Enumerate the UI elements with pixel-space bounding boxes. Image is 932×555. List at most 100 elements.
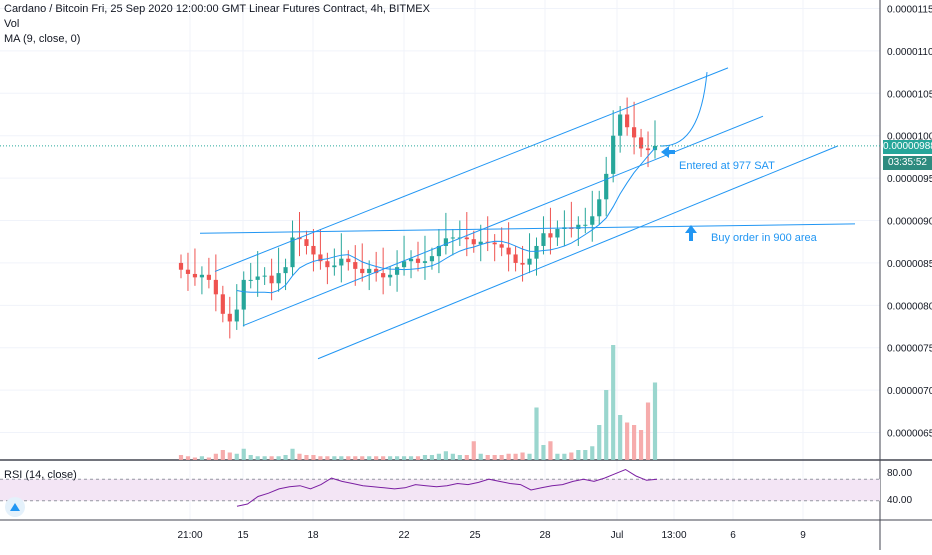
volume-bar [178,455,184,460]
candle-body [464,237,469,240]
candle-body [332,265,337,268]
candle-body [206,274,211,280]
candle-body [339,258,344,266]
y-tick-label: 0.00000650 [887,429,932,440]
volume-bar [631,425,637,460]
volume-bar [541,445,546,460]
volume-bar [604,390,609,460]
volume-bar [576,450,581,460]
x-tick-label: 9 [800,530,806,541]
candle-body [367,268,372,274]
volume-bar [346,456,351,460]
volume-bar [618,415,623,460]
rsi-tick-40: 40.00 [887,495,912,506]
candle-body [450,237,455,239]
volume-bar [367,456,372,460]
x-tick-label: 15 [237,530,249,541]
x-tick-label: 21:00 [177,530,202,541]
volume-bar [611,345,616,460]
candle-body [241,279,246,310]
volume-bar [590,446,595,460]
x-tick-label: Jul [611,530,624,541]
candle-body [429,256,435,262]
candle-body [618,114,623,136]
candle-body [534,245,539,259]
candle-body [478,241,483,245]
volume-bar [569,452,574,460]
candle-body [394,267,400,275]
volume-bar [269,456,274,460]
candle-body [597,199,602,217]
candle-body [408,258,414,262]
candle-body [325,261,330,268]
volume-bar [304,455,309,460]
arrow-up-icon [685,225,697,241]
candle-body [611,135,616,174]
candle-body [506,247,511,255]
volume-bar [464,455,469,460]
candle-body [234,309,239,322]
countdown-tag: 03:35:52 [883,156,932,170]
trendline-channel-upper [214,67,729,272]
logo-icon[interactable] [5,497,25,517]
candle-body [471,239,476,245]
volume-bar [520,452,525,460]
volume-bar [443,451,448,460]
candle-body [290,237,295,268]
volume-bar [638,430,644,460]
volume-bar [283,455,288,460]
candle-body [422,261,428,263]
volume-bar [401,456,407,460]
candle-body [583,224,588,226]
x-tick-label: 25 [469,530,481,541]
volume-bar [534,407,539,460]
candle-body [625,114,630,128]
candle-body [631,127,637,138]
volume-bar [234,453,239,460]
candle-body [638,137,644,149]
volume-bar [450,453,455,460]
volume-bar [311,455,316,460]
volume-bar [506,453,511,460]
volume-bar [374,456,379,460]
x-tick-label: 22 [398,530,410,541]
volume-bar [192,457,198,460]
volume-bar [499,455,504,460]
x-tick-label: 6 [730,530,736,541]
volume-bar [471,441,476,460]
arrow-left-icon [661,146,675,158]
rsi-line [236,468,658,507]
volume-bar [353,456,358,460]
volume-bar [562,453,567,460]
ma-line [236,147,656,294]
candle-body [192,273,198,278]
candle-body [185,269,191,274]
volume-bar [339,456,344,460]
candle-body [199,274,205,278]
candle-body [381,273,386,278]
candle-body [492,242,497,245]
volume-bar [388,456,393,460]
candle-body [513,254,518,263]
volume-bar [408,456,414,460]
candle-body [388,274,393,278]
trendline-channel-middle [242,115,764,327]
candle-body [401,261,407,268]
x-tick-label: 13:00 [661,530,686,541]
rsi-indicator-label: RSI (14, close) [4,469,77,481]
volume-bar [485,455,490,460]
candle-body [436,245,442,257]
candle-body [604,173,609,200]
candle-body [360,268,365,274]
volume-bar [652,382,658,460]
